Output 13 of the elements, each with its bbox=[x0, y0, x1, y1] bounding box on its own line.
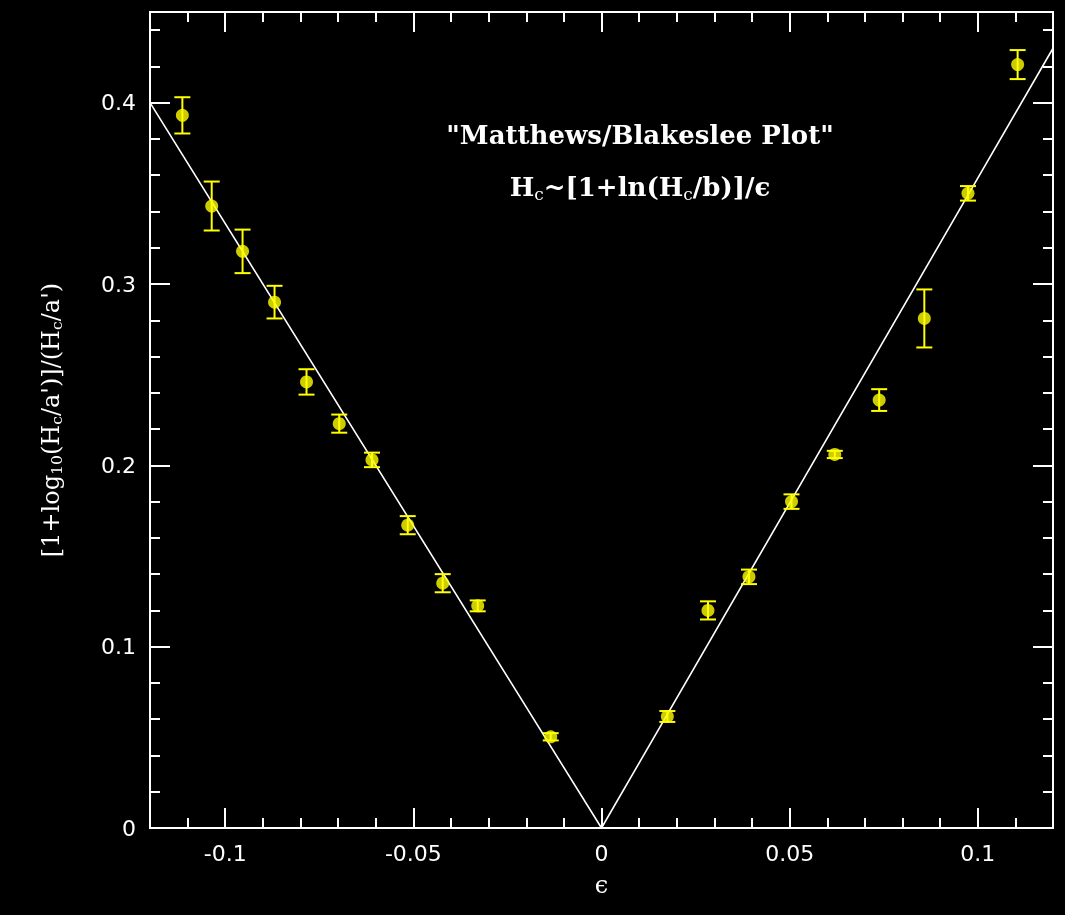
x-axis-title: ϵ bbox=[594, 871, 609, 899]
y-tick-label: 0.4 bbox=[101, 90, 136, 116]
y-tick-label: 0.1 bbox=[101, 634, 136, 660]
x-tick-label: -0.05 bbox=[384, 840, 442, 866]
x-tick-label: 0.1 bbox=[960, 840, 996, 866]
y-tick-label: 0 bbox=[122, 815, 136, 841]
y-tick-label: 0.3 bbox=[101, 271, 136, 297]
y-axis-title: [1+log10(Hc/a')]/(Hc/a') bbox=[37, 282, 66, 558]
x-tick-label: 0.05 bbox=[765, 840, 815, 866]
x-tick-label: 0 bbox=[594, 840, 609, 866]
y-tick-label: 0.2 bbox=[101, 452, 136, 478]
x-tick-label: -0.1 bbox=[203, 840, 247, 866]
annotation: "Matthews/Blakeslee Plot" bbox=[446, 120, 834, 150]
